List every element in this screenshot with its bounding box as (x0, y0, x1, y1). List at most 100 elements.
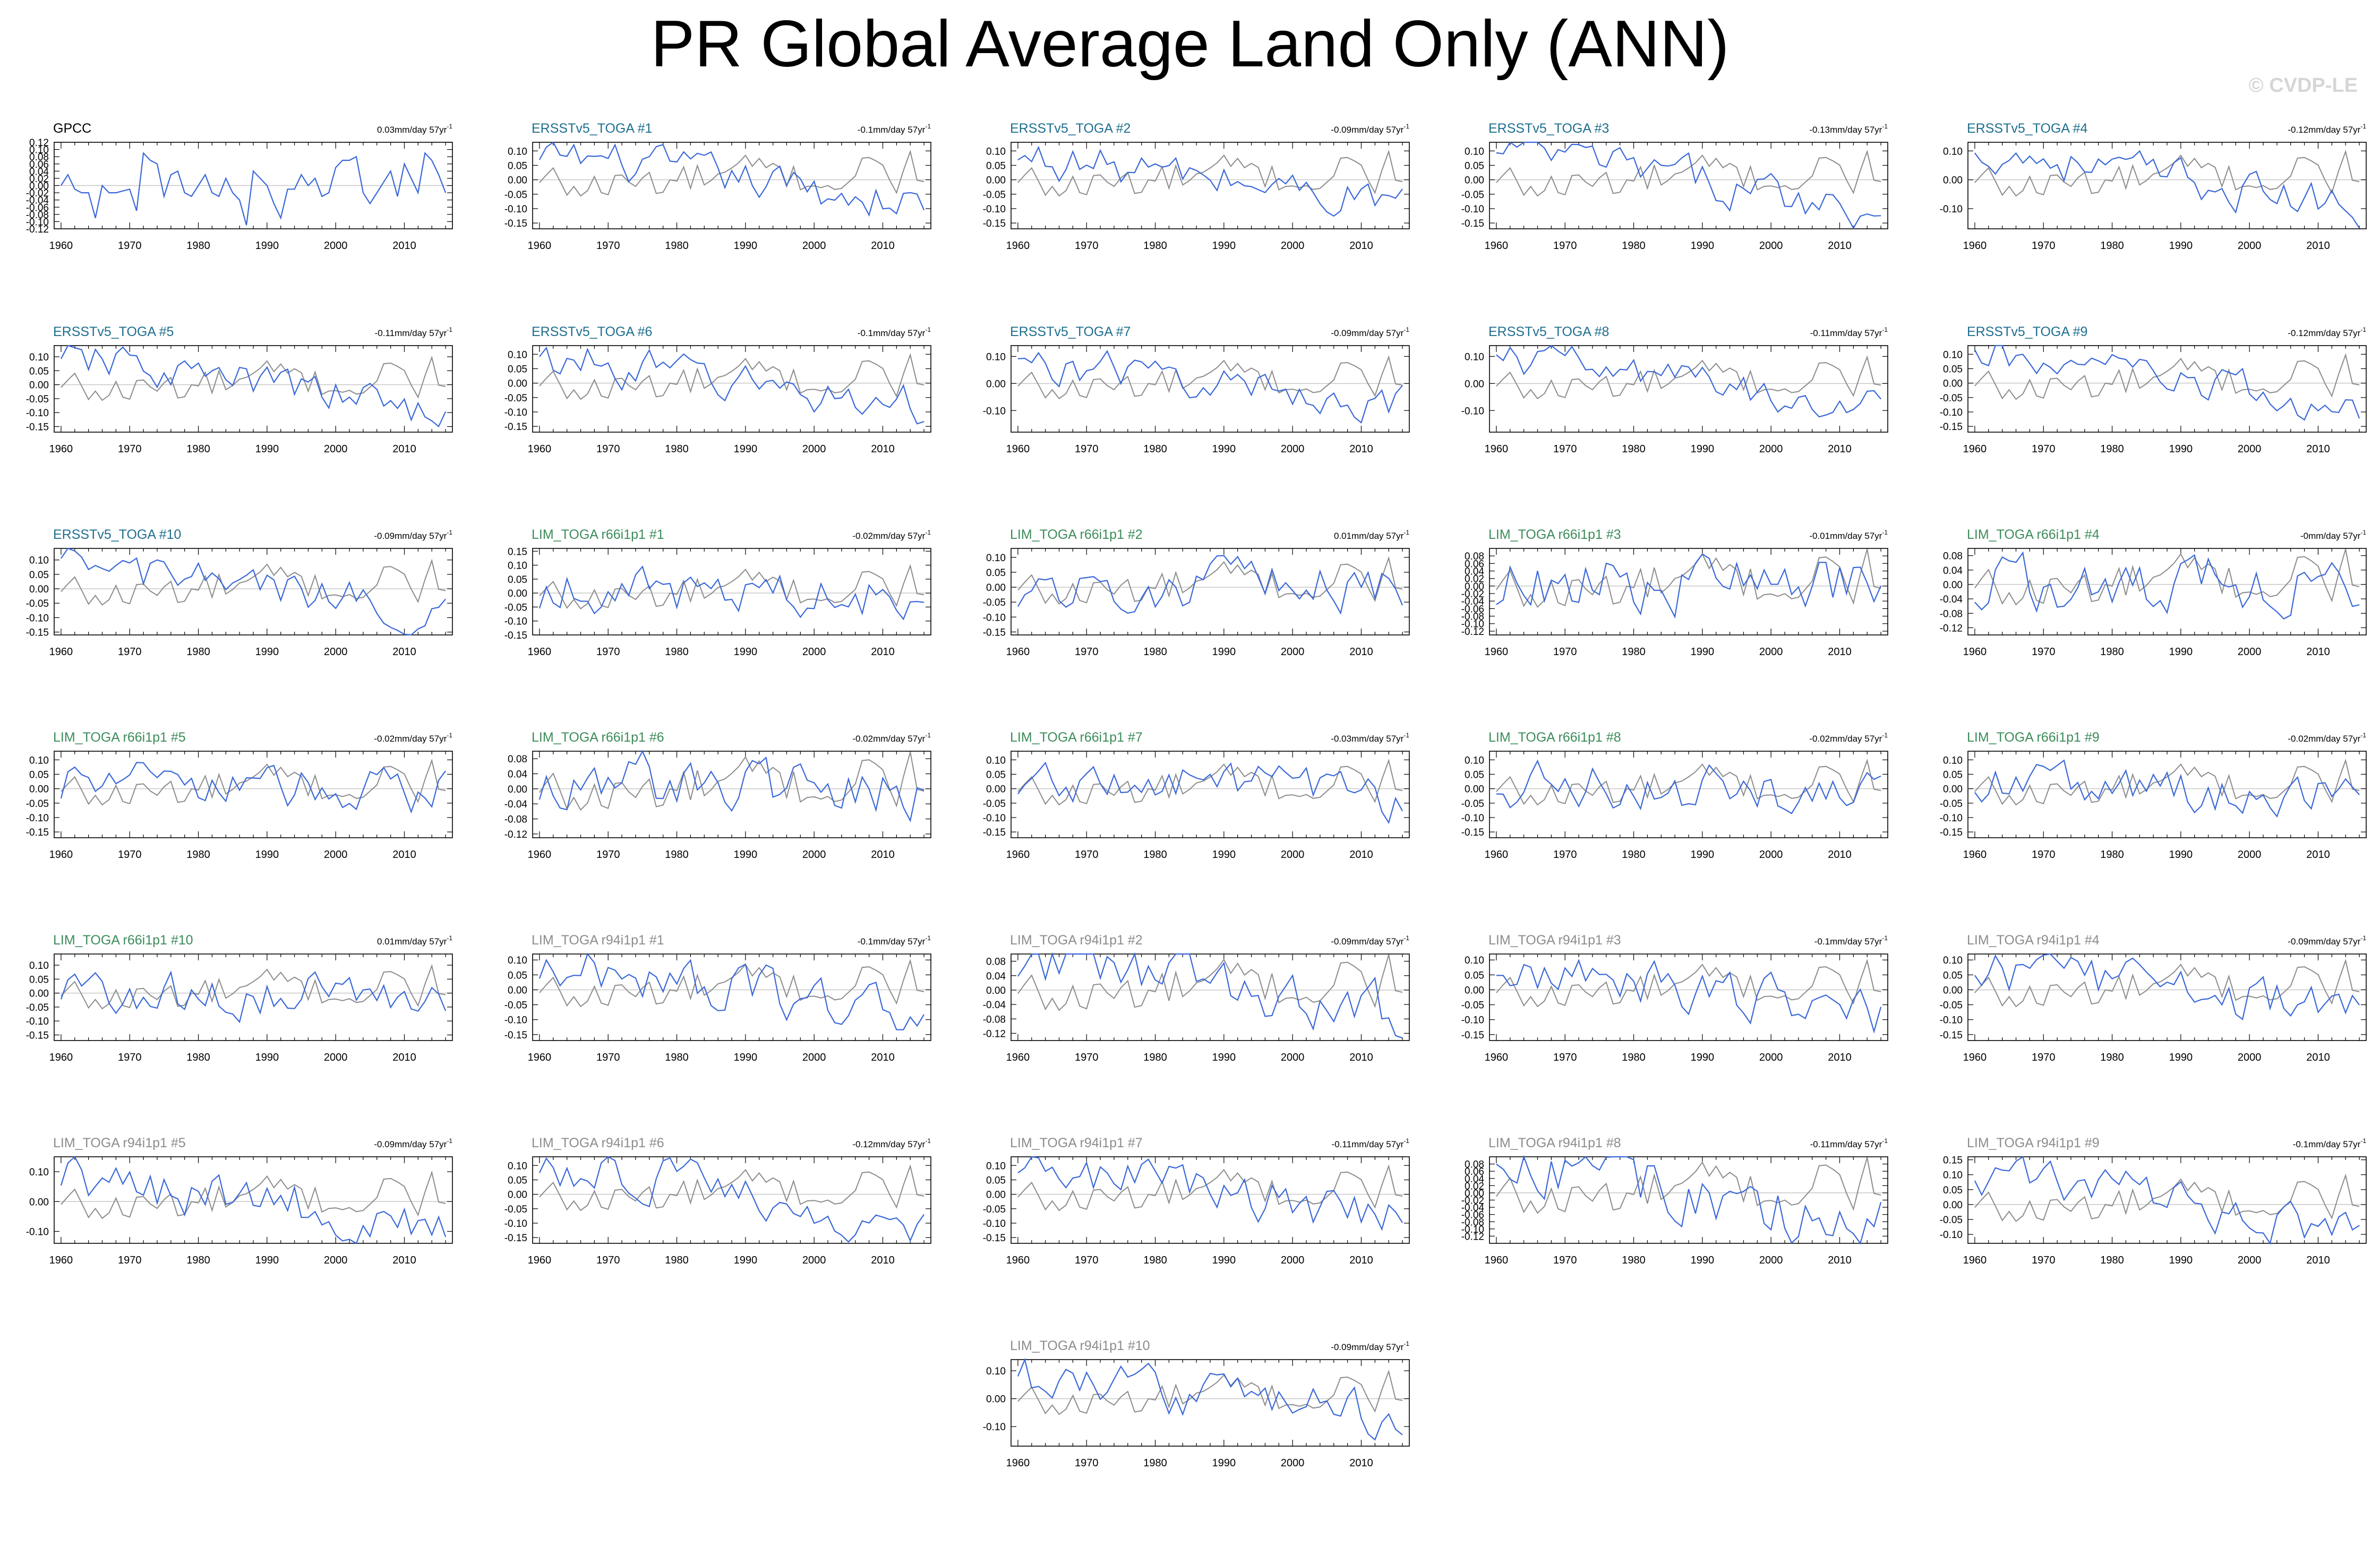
x-tick-label: 1970 (596, 443, 620, 455)
y-tick-label: 0.08 (1943, 551, 1963, 562)
plot-frame (1967, 548, 2367, 635)
y-tick-label: -0.05 (1461, 190, 1484, 201)
y-tick-label: 0.05 (29, 570, 49, 581)
x-tick-label: 2010 (871, 646, 895, 658)
y-tick-label: -0.10 (983, 1422, 1006, 1433)
x-tick-label: 1970 (118, 240, 142, 252)
x-tick-label: 1990 (2169, 646, 2193, 658)
plot-frame (1011, 751, 1410, 838)
trend-superscript: -1 (1403, 1137, 1409, 1145)
x-tick-label: 2000 (2238, 646, 2262, 658)
ensemble-member-line (1017, 1156, 1403, 1231)
observed-reference-line (1974, 958, 2360, 1008)
y-tick-label: 0.10 (508, 349, 527, 360)
ensemble-member-line (60, 970, 447, 1024)
y-tick-label: -0.05 (504, 1000, 527, 1011)
y-tick-label: 0.02 (1465, 1181, 1484, 1192)
y-tick-label: 0.10 (508, 146, 527, 157)
x-tick-label: 1970 (1075, 443, 1099, 455)
observed-reference-line (1496, 958, 1881, 1008)
ensemble-member-line (1017, 350, 1403, 424)
ensemble-member-line (60, 345, 447, 428)
chart-panel: LIM_TOGA r66i1p1 #5 -0.02mm/day 57yr-1 0.1… (26, 730, 453, 861)
y-tick-label: -0.04 (1461, 1202, 1485, 1214)
y-tick-label: -0.05 (983, 798, 1006, 810)
ensemble-member-line (1974, 551, 2360, 620)
observed-reference-line (61, 558, 446, 606)
panel-title: LIM_TOGA r66i1p1 #9 (1967, 730, 2100, 745)
y-tick-label: -0.12 (26, 224, 49, 235)
observed-reference-line (1017, 355, 1403, 400)
ensemble-member-line (60, 1156, 447, 1244)
x-tick-label: 1960 (528, 1254, 552, 1266)
y-tick-label: 0.08 (986, 957, 1006, 968)
x-tick-label: 2010 (871, 1254, 895, 1266)
x-tick-label: 1990 (1212, 443, 1236, 455)
x-tick-label: 1990 (1212, 1052, 1236, 1063)
panel-trend: -0.02mm/day 57yr-1 (374, 732, 452, 744)
y-tick-label: -0.04 (983, 1000, 1006, 1011)
observed-reference-line (539, 150, 924, 197)
x-tick-label: 2000 (1281, 646, 1305, 658)
panel-title: ERSSTv5_TOGA #1 (532, 121, 652, 136)
y-tick-label: 0.12 (29, 137, 49, 149)
y-tick-label: -0.06 (1461, 1210, 1484, 1221)
y-tick-label: -0.02 (1461, 589, 1484, 600)
observed-reference-line (539, 958, 924, 1008)
x-tick-label: 2010 (871, 240, 895, 252)
panel-trend: -0.09mm/day 57yr-1 (2288, 934, 2366, 947)
y-tick-label: 0.05 (1943, 769, 1963, 780)
observed-reference-line (1496, 1157, 1881, 1214)
x-tick-label: 1990 (2169, 849, 2193, 861)
observed-reference-line (539, 752, 924, 811)
y-tick-label: 0.05 (508, 160, 527, 171)
y-tick-label: 0.00 (1465, 784, 1484, 795)
y-tick-label: 0.08 (508, 754, 527, 765)
x-tick-label: 1970 (1075, 240, 1099, 252)
plot-frame (1489, 953, 1888, 1041)
y-tick-label: -0.02 (1461, 1196, 1484, 1207)
y-tick-label: -0.15 (1461, 827, 1484, 838)
observed-reference-line (1974, 150, 2360, 197)
chart-panel: ERSSTv5_TOGA #7 -0.09mm/day 57yr-1 0.10 0.0… (983, 324, 1410, 455)
x-tick-label: 1980 (2100, 240, 2124, 252)
x-tick-label: 1980 (1622, 240, 1646, 252)
plot-frame (532, 953, 931, 1041)
panel-title: LIM_TOGA r94i1p1 #8 (1488, 1136, 1621, 1150)
x-tick-label: 1970 (1553, 1052, 1577, 1063)
y-tick-label: -0.10 (1461, 1015, 1484, 1026)
y-tick-label: -0.10 (1940, 204, 1963, 215)
watermark: © CVDP-LE (2248, 74, 2358, 97)
panel-title: LIM_TOGA r66i1p1 #8 (1488, 730, 1621, 745)
x-tick-label: 1980 (2100, 849, 2124, 861)
x-tick-label: 1990 (2169, 443, 2193, 455)
y-tick-label: -0.15 (504, 1233, 527, 1244)
ensemble-member-line (1974, 953, 2360, 1020)
plot-frame (54, 548, 453, 635)
y-tick-label: 0.10 (29, 555, 49, 566)
y-tick-label: -0.12 (504, 829, 527, 840)
panel-title: ERSSTv5_TOGA #9 (1967, 324, 2087, 339)
y-tick-label: -0.10 (983, 813, 1006, 824)
y-tick-label: 0.05 (1943, 1185, 1963, 1196)
y-tick-label: -0.05 (26, 394, 49, 405)
y-tick-label: -0.10 (983, 406, 1006, 417)
x-tick-label: 1980 (1143, 1457, 1167, 1469)
y-tick-label: 0.00 (508, 784, 527, 795)
y-tick-label: -0.10 (1461, 1224, 1484, 1235)
x-tick-label: 1980 (665, 443, 689, 455)
y-tick-label: 0.00 (1943, 985, 1963, 996)
y-tick-label: 0.10 (986, 553, 1006, 564)
panel-trend: -0.09mm/day 57yr-1 (1331, 326, 1409, 338)
y-tick-label: 0.05 (986, 1175, 1006, 1186)
x-tick-label: 1960 (528, 849, 552, 861)
y-tick-label: 0.10 (29, 1167, 49, 1178)
x-tick-label: 1980 (186, 443, 210, 455)
x-tick-label: 1970 (596, 1254, 620, 1266)
y-tick-label: 0.05 (1465, 970, 1484, 981)
y-tick-label: 0.06 (29, 159, 49, 170)
x-tick-label: 1970 (1075, 646, 1099, 658)
y-tick-label: 0.05 (29, 974, 49, 985)
x-tick-label: 1980 (1622, 1052, 1646, 1063)
panel-trend: -0.09mm/day 57yr-1 (1331, 1340, 1409, 1352)
